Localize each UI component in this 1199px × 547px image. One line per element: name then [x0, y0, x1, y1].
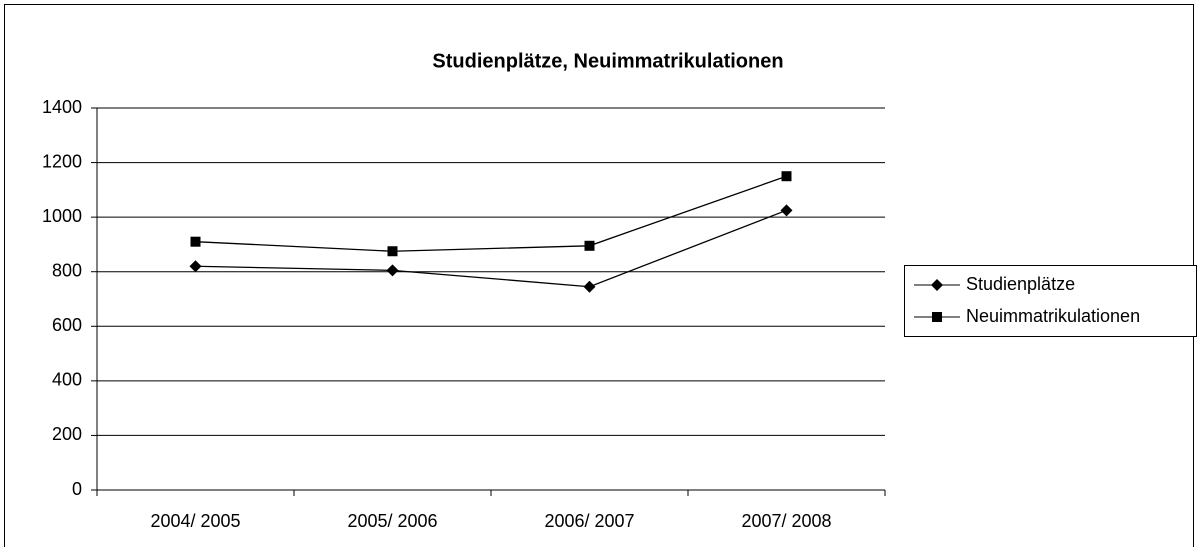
x-tick-label: 2004/ 2005	[150, 511, 240, 531]
y-tick-label: 1000	[42, 206, 82, 226]
x-tick-label: 2005/ 2006	[347, 511, 437, 531]
marker	[932, 312, 942, 322]
series-line	[195, 175, 787, 252]
legend-label: Neuimmatrikulationen	[966, 306, 1140, 326]
marker	[387, 246, 398, 257]
x-tick-label: 2006/ 2007	[544, 511, 634, 531]
x-tick-label: 2007/ 2008	[741, 511, 831, 531]
legend-label: Studienplätze	[966, 274, 1075, 294]
marker	[189, 260, 202, 273]
marker	[386, 264, 399, 277]
y-tick-label: 800	[52, 260, 82, 280]
marker	[931, 279, 943, 291]
marker	[583, 280, 596, 293]
marker	[780, 204, 793, 217]
marker	[584, 240, 595, 251]
y-tick-label: 600	[52, 315, 82, 335]
y-tick-label: 200	[52, 424, 82, 444]
legend-box	[904, 265, 1197, 337]
y-tick-label: 400	[52, 370, 82, 390]
y-tick-label: 0	[72, 479, 82, 499]
marker	[781, 171, 792, 182]
chart-title: Studienplätze, Neuimmatrikulationen	[432, 50, 783, 72]
y-tick-label: 1400	[42, 97, 82, 117]
marker	[190, 236, 201, 247]
y-tick-label: 1200	[42, 151, 82, 171]
series-line	[195, 209, 787, 288]
